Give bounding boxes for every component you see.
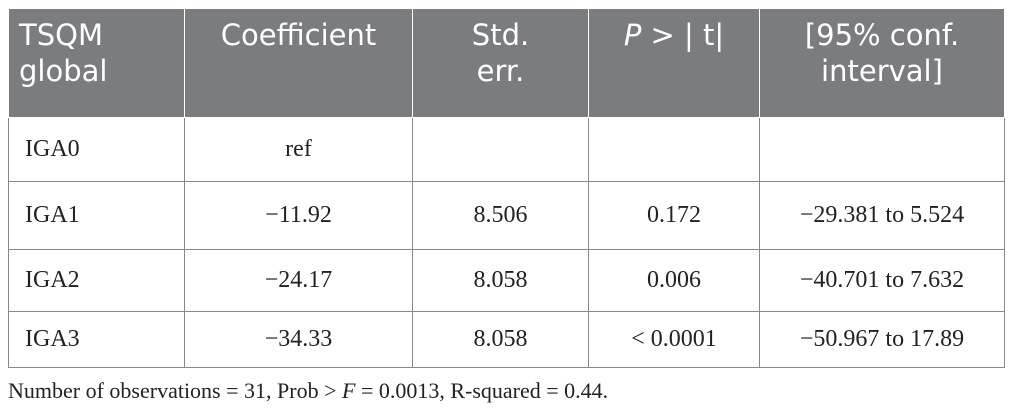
header-cell: Coefficient [184, 8, 413, 118]
table-cell: −34.33 [184, 311, 413, 368]
table-cell: 8.058 [412, 249, 589, 312]
header-cell: P > | t| [588, 8, 760, 118]
header-text: Std. [471, 18, 530, 52]
table-cell: IGA2 [8, 249, 185, 312]
header-text: interval] [821, 54, 943, 88]
table-cell: −11.92 [184, 181, 413, 250]
table-cell [759, 117, 1005, 182]
footnote-text: = 0.0013, R-squared = 0.44. [355, 378, 609, 403]
table: TSQM global Coefficient Std. err. P > | t|… [8, 8, 1005, 368]
table-cell: 8.506 [412, 181, 589, 250]
table-cell: < 0.0001 [588, 311, 760, 368]
table-row: IGA0 ref [8, 117, 1005, 182]
header-cell: TSQM global [8, 8, 185, 118]
table-cell: 8.058 [412, 311, 589, 368]
header-text: global [19, 54, 108, 88]
footnote-text: F [342, 378, 356, 403]
table-cell: −40.701 to 7.632 [759, 249, 1005, 312]
table-cell [588, 117, 760, 182]
footnote-text: Number of observations = 31, Prob > [8, 378, 342, 403]
header-text: [95% conf. [804, 18, 960, 52]
footnote: Number of observations = 31, Prob > F = … [8, 378, 608, 404]
table-cell: IGA3 [8, 311, 185, 368]
table-cell: 0.006 [588, 249, 760, 312]
table-row: IGA1 −11.92 8.506 0.172 −29.381 to 5.524 [8, 181, 1005, 250]
table-cell: IGA1 [8, 181, 185, 250]
table-cell [412, 117, 589, 182]
header-text: err. [476, 54, 525, 88]
table-row: IGA3 −34.33 8.058 < 0.0001 −50.967 to 17.89 [8, 311, 1005, 368]
header-text: Coefficient [220, 18, 377, 52]
table-cell: −29.381 to 5.524 [759, 181, 1005, 250]
header-cell: Std. err. [412, 8, 589, 118]
header-row: TSQM global Coefficient Std. err. P > | t|… [8, 8, 1005, 118]
header-text: > | t| [641, 18, 725, 52]
table-cell: IGA0 [8, 117, 185, 182]
table-cell: 0.172 [588, 181, 760, 250]
table-cell: −24.17 [184, 249, 413, 312]
table-cell: −50.967 to 17.89 [759, 311, 1005, 368]
header-text: P [623, 18, 642, 52]
table-body: IGA0 ref IGA1 −11.92 8.506 0.172 −29.381 to 5.… [8, 117, 1005, 368]
header-cell: [95% conf. interval] [759, 8, 1005, 118]
header-text: TSQM [19, 18, 103, 52]
table-row: IGA2 −24.17 8.058 0.006 −40.701 to 7.632 [8, 249, 1005, 312]
table-cell: ref [184, 117, 413, 182]
